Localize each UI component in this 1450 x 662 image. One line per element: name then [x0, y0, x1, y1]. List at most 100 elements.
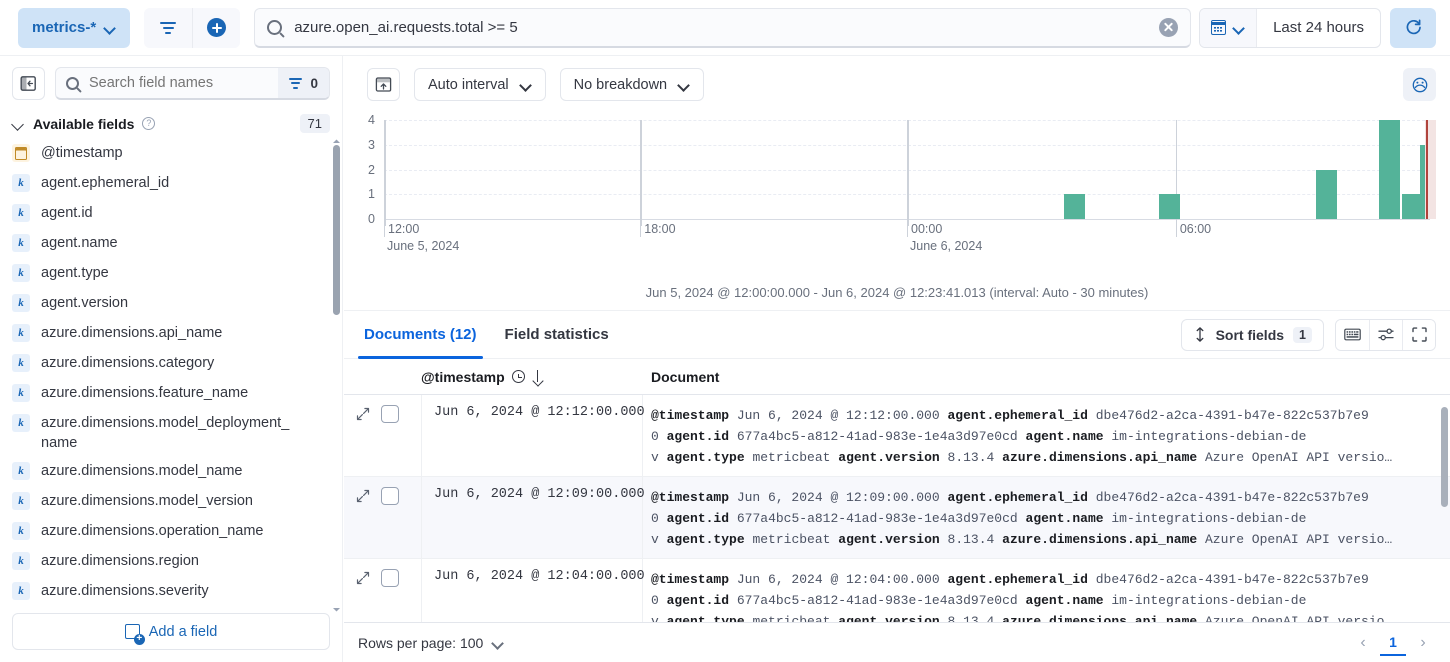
field-item[interactable]: k agent.type — [12, 259, 328, 289]
tab-field-statistics[interactable]: Field statistics — [491, 311, 623, 359]
y-tick-label: 1 — [368, 187, 375, 202]
keyword-type-icon: k — [12, 491, 30, 510]
sort-fields-button[interactable]: Sort fields 1 — [1180, 318, 1324, 351]
expand-row-cell[interactable] — [344, 559, 381, 622]
field-item[interactable]: k agent.name — [12, 229, 328, 259]
chart-bar[interactable] — [1315, 169, 1337, 219]
field-item[interactable]: k agent.ephemeral_id — [12, 169, 328, 199]
breakdown-select[interactable]: No breakdown — [559, 68, 705, 101]
quick-select-time-button[interactable] — [1200, 8, 1258, 47]
refresh-button[interactable] — [1390, 7, 1436, 48]
collapse-sidebar-button[interactable] — [12, 67, 45, 100]
scroll-up-arrow-icon[interactable] — [332, 139, 341, 146]
chevron-down-icon — [12, 117, 25, 130]
chart-bar[interactable] — [1159, 194, 1180, 219]
field-item[interactable]: k azure.dimensions.model_version — [12, 487, 328, 517]
table-scrollbar-thumb[interactable] — [1441, 407, 1448, 507]
field-search-input[interactable] — [87, 74, 279, 92]
save-visualization-button[interactable] — [367, 68, 400, 101]
field-item[interactable]: k azure.dimensions.feature_name — [12, 379, 328, 409]
doc-wrap-marker: v — [651, 450, 659, 465]
chart-bar[interactable] — [1063, 194, 1085, 219]
display-options-button[interactable] — [1369, 319, 1402, 350]
table-row[interactable]: Jun 6, 2024 @ 12:09:00.000 @timestamp Ju… — [344, 477, 1450, 559]
field-search-wrapper[interactable]: 0 — [55, 67, 330, 100]
field-item[interactable]: k azure.dimensions.api_name — [12, 319, 328, 349]
prev-page-button[interactable]: ‹ — [1360, 633, 1366, 651]
doc-field-value: 677a4bc5-a812-41ad-983e-1e4a3d97e0cd — [736, 429, 1018, 444]
sidebar-scrollbar-thumb[interactable] — [333, 145, 340, 315]
table-row[interactable]: Jun 6, 2024 @ 12:12:00.000 @timestamp Ju… — [344, 395, 1450, 477]
data-view-selector[interactable]: metrics-* — [18, 7, 131, 48]
add-a-field-button[interactable]: Add a field — [12, 613, 330, 650]
expand-row-cell[interactable] — [344, 395, 381, 476]
chart-bar[interactable] — [1378, 120, 1400, 219]
annotation-line[interactable] — [1425, 120, 1428, 219]
row-timestamp: Jun 6, 2024 @ 12:04:00.000 — [421, 559, 645, 622]
filter-options-button[interactable] — [144, 7, 193, 48]
field-item[interactable]: k azure.dimensions.operation_name — [12, 517, 328, 547]
available-fields-header[interactable]: Available fields ? 71 — [0, 108, 342, 139]
table-row[interactable]: Jun 6, 2024 @ 12:04:00.000 @timestamp Ju… — [344, 559, 1450, 622]
add-field-icon — [124, 624, 145, 645]
interval-select[interactable]: Auto interval — [414, 68, 546, 101]
field-item[interactable]: k azure.dimensions.category — [12, 349, 328, 379]
question-mark-icon[interactable]: ? — [142, 117, 156, 130]
rows-per-page-select[interactable]: Rows per page: 100 — [358, 635, 504, 651]
field-item[interactable]: k agent.version — [12, 289, 328, 319]
time-range-label[interactable]: Last 24 hours — [1273, 19, 1364, 36]
search-icon — [267, 19, 283, 35]
doc-field-key: agent.id — [666, 593, 730, 608]
chart-bar[interactable] — [1401, 194, 1421, 219]
row-checkbox[interactable] — [381, 405, 399, 423]
doc-field-key: agent.version — [838, 532, 940, 547]
row-document: @timestamp Jun 6, 2024 @ 12:09:00.000 ag… — [643, 477, 1450, 558]
field-item[interactable]: k azure.dimensions.model_name — [12, 457, 328, 487]
sliders-icon — [1377, 328, 1394, 341]
doc-field-value: 8.13.4 — [947, 614, 995, 622]
row-checkbox[interactable] — [381, 569, 399, 587]
expand-row-icon[interactable] — [356, 489, 370, 503]
keyboard-shortcuts-button[interactable] — [1336, 319, 1369, 350]
row-select-cell[interactable] — [381, 477, 421, 558]
scroll-down-arrow-icon[interactable] — [332, 605, 341, 613]
fullscreen-button[interactable] — [1402, 319, 1435, 350]
doc-field-key: @timestamp — [651, 572, 730, 587]
doc-field-value: dbe476d2-a2ca-4391-b47e-822c537b7e9 — [1095, 572, 1369, 587]
chart-plot-area[interactable]: 4 3 2 1 0 — [368, 113, 1437, 253]
field-item[interactable]: @timestamp — [12, 139, 328, 169]
doc-field-key: @timestamp — [651, 408, 730, 423]
field-item[interactable]: k agent.id — [12, 199, 328, 229]
doc-wrap-marker: v — [651, 614, 659, 622]
field-filter-button[interactable]: 0 — [278, 68, 329, 98]
query-input-wrapper[interactable] — [254, 7, 1192, 48]
field-name: azure.dimensions.operation_name — [41, 522, 264, 539]
x-tick-date: June 5, 2024 — [387, 239, 460, 253]
row-select-cell[interactable] — [381, 395, 421, 476]
row-checkbox[interactable] — [381, 487, 399, 505]
clear-query-button[interactable] — [1159, 17, 1179, 37]
query-input[interactable] — [292, 17, 1150, 37]
table-header-document[interactable]: Document — [643, 369, 1450, 385]
field-item[interactable]: k azure.dimensions.region — [12, 547, 328, 577]
page-1-button[interactable]: 1 — [1380, 630, 1406, 656]
table-header-timestamp[interactable]: @timestamp — [421, 369, 643, 385]
next-page-button[interactable]: › — [1420, 633, 1426, 651]
doc-field-key: agent.id — [666, 511, 730, 526]
field-item[interactable]: k azure.dimensions.severity — [12, 577, 328, 607]
expand-row-icon[interactable] — [356, 407, 370, 421]
tab-documents[interactable]: Documents (12) — [350, 311, 491, 359]
hide-chart-button[interactable] — [1403, 68, 1436, 101]
expand-row-cell[interactable] — [344, 477, 381, 558]
x-tick-date: June 6, 2024 — [910, 239, 983, 253]
field-name: agent.id — [41, 205, 93, 221]
field-item[interactable]: k azure.dimensions.model_deployment_name — [12, 409, 328, 457]
expand-row-icon[interactable] — [356, 571, 370, 585]
time-picker: Last 24 hours — [1199, 7, 1381, 48]
keyword-type-icon: k — [12, 581, 30, 600]
row-select-cell[interactable] — [381, 559, 421, 622]
add-filter-button[interactable] — [192, 7, 241, 48]
arrow-down-icon[interactable] — [532, 369, 544, 384]
available-fields-label: Available fields — [33, 115, 135, 132]
doc-field-key: agent.type — [666, 614, 745, 622]
